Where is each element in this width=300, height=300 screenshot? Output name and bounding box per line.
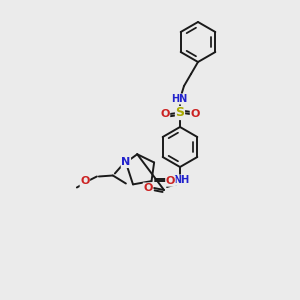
Text: HN: HN — [171, 94, 187, 104]
Text: O: O — [143, 183, 153, 193]
Text: S: S — [176, 106, 184, 119]
Text: O: O — [190, 109, 200, 119]
Text: O: O — [166, 176, 175, 186]
Text: O: O — [80, 176, 90, 187]
Text: NH: NH — [173, 175, 189, 185]
Text: N: N — [121, 158, 130, 167]
Text: O: O — [160, 109, 170, 119]
